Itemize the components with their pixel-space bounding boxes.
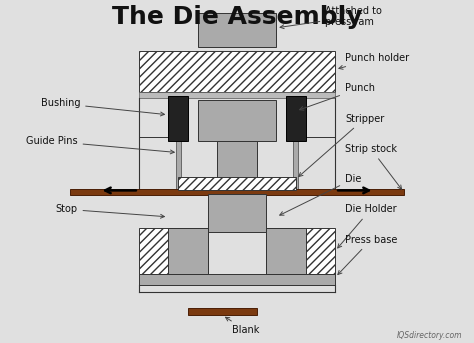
Bar [188, 308, 256, 315]
Text: IQSdirectory.com: IQSdirectory.com [397, 331, 463, 340]
Bar [198, 13, 276, 47]
Bar [168, 96, 188, 141]
Text: Punch: Punch [300, 83, 375, 110]
Bar [296, 138, 335, 190]
Bar [218, 141, 256, 179]
Text: Die Holder: Die Holder [337, 204, 397, 248]
Text: Press base: Press base [338, 235, 397, 274]
Text: Strip stock: Strip stock [345, 144, 401, 189]
Bar [168, 228, 208, 274]
Bar [266, 228, 335, 274]
Text: Blank: Blank [226, 317, 259, 335]
Bar [286, 96, 306, 141]
Bar [208, 194, 266, 232]
Bar [178, 177, 296, 190]
Bar [188, 96, 286, 141]
Text: Attached to
press ram: Attached to press ram [280, 6, 382, 29]
Bar [176, 141, 181, 190]
Bar [198, 100, 276, 141]
Text: Guide Pins: Guide Pins [26, 136, 174, 154]
Text: Punch holder: Punch holder [339, 53, 409, 69]
Bar [139, 50, 335, 92]
Bar [266, 228, 306, 274]
Text: The Die Assembly: The Die Assembly [112, 5, 362, 29]
Bar [139, 92, 335, 98]
Bar [139, 228, 208, 274]
Bar [293, 141, 298, 190]
Text: Bushing: Bushing [41, 98, 164, 116]
Text: Stripper: Stripper [299, 114, 384, 177]
Text: Die: Die [280, 174, 361, 215]
Bar [70, 189, 404, 195]
Text: Stop: Stop [55, 204, 164, 218]
Bar [139, 138, 178, 190]
Bar [139, 274, 335, 285]
